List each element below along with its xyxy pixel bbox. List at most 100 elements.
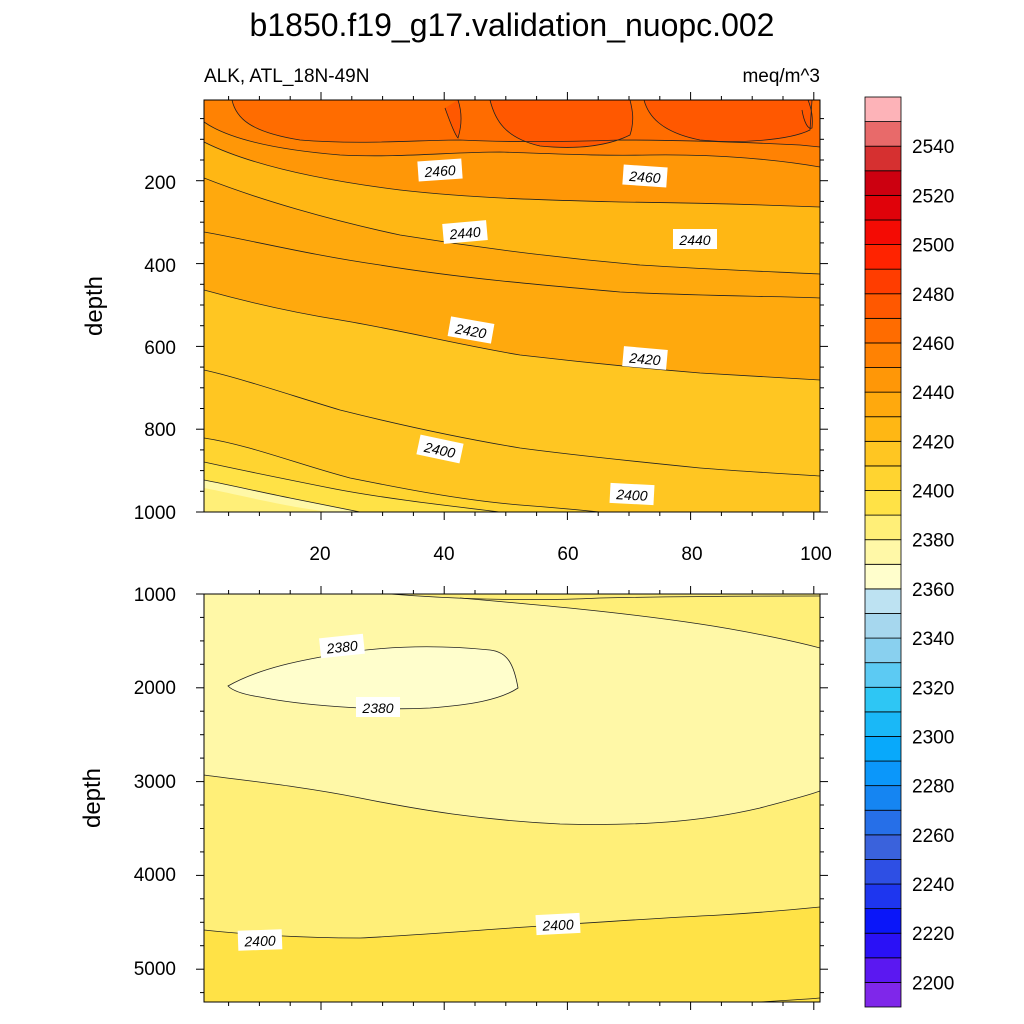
upper-y-tick-labels: 200 400 600 800 1000 — [134, 173, 176, 524]
contour-label: 2400 — [615, 486, 648, 504]
contour-label: 2400 — [243, 932, 276, 949]
y-tick-label: 5000 — [134, 959, 176, 980]
y-tick-label: 3000 — [134, 772, 176, 793]
lower-fill-2390-right — [400, 594, 820, 648]
colorbar-box — [864, 563, 902, 590]
y-tick-label: 1000 — [134, 585, 176, 606]
upper-contour-2480b — [643, 100, 813, 142]
colorbar-box — [864, 440, 902, 467]
colorbar-box — [864, 170, 902, 196]
contour-label-bg — [535, 912, 581, 936]
contour-label-bg — [237, 929, 283, 951]
colorbar-label: 2360 — [912, 580, 954, 601]
upper-y-axis-label: depth — [81, 276, 108, 336]
x-tick-label: 60 — [557, 544, 578, 565]
colorbar-box — [864, 932, 902, 959]
upper-contour-2390 — [204, 461, 501, 512]
chart-subtitle-left: ALK, ATL_18N-49N — [204, 66, 369, 87]
y-tick-label: 600 — [144, 338, 176, 359]
colorbar-box — [864, 613, 902, 639]
colorbar-labels: 2200 2220 2240 2260 2280 2300 2320 2340 … — [912, 137, 954, 994]
upper-fill-2380-band — [204, 488, 330, 512]
colorbar-label: 2320 — [912, 678, 954, 699]
x-tick-labels: 20 40 60 80 100 — [309, 544, 831, 565]
colorbar-box — [864, 416, 902, 442]
colorbar-label: 2200 — [912, 973, 954, 994]
lower-contour-2390a — [389, 594, 820, 601]
contour-label-bg — [416, 434, 464, 464]
y-tick-label: 1000 — [134, 503, 176, 524]
colorbar-box — [864, 465, 902, 491]
contour-label-bg — [622, 164, 668, 188]
colorbar-box — [864, 268, 902, 295]
colorbar-box — [864, 982, 902, 1008]
contour-label: 2440 — [678, 232, 710, 248]
contour-label-bg — [609, 482, 655, 506]
colorbar-box — [864, 539, 902, 565]
upper-fill-2480 — [445, 100, 813, 148]
upper-contour-2480c — [444, 100, 462, 139]
colorbar-box — [864, 686, 902, 713]
upper-contour-lines — [204, 100, 820, 512]
y-tick-label: 800 — [144, 420, 176, 441]
upper-contour-2480d — [801, 100, 813, 129]
colorbar-box — [864, 96, 902, 122]
y-tick-label: 200 — [144, 173, 176, 194]
colorbar-label: 2480 — [912, 285, 954, 306]
colorbar-label: 2420 — [912, 432, 954, 453]
upper-contour-2410 — [204, 369, 820, 477]
lower-panel-fills: 2380 2380 2400 2400 — [204, 594, 820, 1002]
lower-fill-2380-pool — [228, 646, 518, 709]
x-tick-label: 100 — [800, 544, 832, 565]
colorbar-label: 2240 — [912, 875, 954, 896]
contour-label-bg — [447, 316, 495, 344]
upper-contour-2470 — [231, 100, 820, 148]
colorbar-label: 2380 — [912, 531, 954, 552]
lower-contour-labels: 2380 2380 2400 2400 — [237, 633, 581, 951]
colorbar: 2200 2220 2240 2260 2280 2300 2320 2340 … — [864, 96, 954, 1008]
upper-contour-2460 — [204, 121, 820, 168]
contour-label: 2440 — [448, 224, 482, 243]
x-tick-label: 40 — [433, 544, 454, 565]
colorbar-box — [864, 514, 902, 541]
colorbar-label: 2440 — [912, 383, 954, 404]
colorbar-label: 2540 — [912, 137, 954, 158]
colorbar-label: 2500 — [912, 236, 954, 257]
lower-panel: 2380 2380 2400 2400 1000 2000 3000 4000 … — [79, 585, 828, 1010]
contour-label-bg — [417, 158, 463, 182]
contour-label-bg — [319, 633, 365, 659]
colorbar-box — [864, 809, 902, 836]
contour-label: 2400 — [541, 916, 574, 934]
colorbar-box — [864, 293, 902, 319]
upper-contour-2480a — [489, 100, 634, 148]
colorbar-box — [864, 736, 902, 762]
contour-label: 2420 — [628, 350, 662, 369]
colorbar-box — [864, 637, 902, 664]
colorbar-label: 2280 — [912, 777, 954, 798]
upper-contour-2420 — [204, 289, 820, 381]
upper-panel: 2460 2460 2440 2440 2420 2420 2400 2400 … — [81, 92, 832, 565]
colorbar-box — [864, 194, 902, 221]
lower-tick-marks — [196, 586, 828, 1010]
chart-subtitle-right: meq/m^3 — [742, 66, 820, 87]
colorbar-box — [864, 859, 902, 885]
colorbar-label: 2340 — [912, 629, 954, 650]
colorbar-box — [864, 785, 902, 811]
lower-plot-frame — [203, 593, 821, 1003]
x-tick-label: 80 — [681, 544, 702, 565]
upper-fill-2410 — [204, 290, 820, 512]
contour-label-bg — [442, 220, 488, 244]
upper-contour-2430 — [204, 231, 820, 299]
contour-label: 2400 — [422, 439, 457, 461]
colorbar-box — [864, 244, 902, 270]
colorbar-box — [864, 588, 902, 614]
upper-tick-marks — [196, 92, 828, 520]
colorbar-box — [864, 908, 902, 934]
colorbar-label: 2460 — [912, 334, 954, 355]
colorbar-label: 2300 — [912, 728, 954, 749]
colorbar-box — [864, 391, 902, 418]
chart-title: b1850.f19_g17.validation_nuopc.002 — [250, 7, 775, 43]
upper-plot-frame — [203, 99, 821, 513]
upper-contour-2450 — [204, 141, 820, 208]
